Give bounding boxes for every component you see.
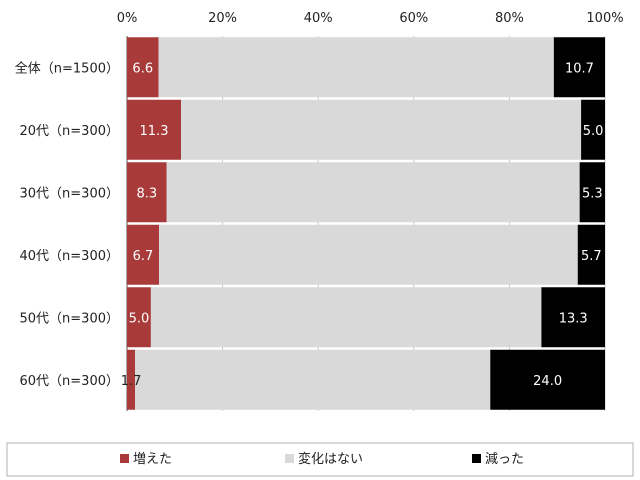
category-label: 50代（n=300） [20,311,120,326]
legend-swatch [120,454,129,463]
bar-segment [158,37,554,98]
x-tick-label: 0% [117,11,138,26]
x-tick-label: 80% [495,11,524,26]
bar-segment [127,99,182,160]
bar-segment [581,99,605,160]
bar-segment [127,349,136,410]
bar-segment [127,224,160,285]
data-label: 5.0 [129,311,150,326]
x-tick-label: 20% [208,11,237,26]
data-label: 5.0 [583,124,604,139]
data-label: 13.3 [559,311,588,326]
x-tick-label: 60% [399,11,428,26]
bar-segment [553,37,605,98]
bar-segment [159,224,578,285]
legend-swatch [472,454,481,463]
data-labels: 6.6 10.7 11.3 5.0 8.3 5.3 6.7 5.7 5.0 13.3 1.7 24.0 [121,61,604,389]
legend-label: 減った [485,451,524,467]
data-label: 1.7 [121,374,142,389]
category-label: 全体（n=1500） [15,60,119,76]
bar-segment [181,99,582,160]
category-label: 60代（n=300） [20,374,120,389]
x-tick-label: 100% [586,11,623,26]
bar-segment [490,349,605,410]
bar-segment [577,224,605,285]
legend: 増えた 変化はない 減った [6,442,634,477]
legend-swatch [285,454,294,463]
category-label: 30代（n=300） [20,186,120,201]
bar-segment [166,162,580,223]
data-label: 5.7 [581,249,602,264]
bar-segment [541,287,605,348]
data-label: 8.3 [136,186,157,201]
bar-segment [579,162,605,223]
bar-segment [127,37,159,98]
category-label: 40代（n=300） [20,249,120,264]
bar-segment [127,162,167,223]
x-tick-labels: 0% 20% 40% 60% 80% 100% [117,11,624,26]
category-label: 20代（n=300） [20,124,120,139]
legend-label: 増えた [133,452,172,467]
data-label: 5.3 [582,186,603,201]
data-label: 6.6 [132,61,153,76]
data-label: 6.7 [133,249,154,264]
bars [127,37,605,410]
data-label: 11.3 [140,124,169,139]
bar-segment [150,287,542,348]
legend-label: 変化はない [298,451,363,467]
category-labels: 全体（n=1500） 20代（n=300） 30代（n=300） 40代（n=300）… [15,60,119,389]
legend-box [6,442,634,477]
bar-segment [135,349,491,410]
gridlines [126,36,606,411]
data-label: 10.7 [565,61,594,76]
x-tick-label: 40% [304,11,333,26]
bar-segment [127,287,151,348]
data-label: 24.0 [533,374,562,389]
